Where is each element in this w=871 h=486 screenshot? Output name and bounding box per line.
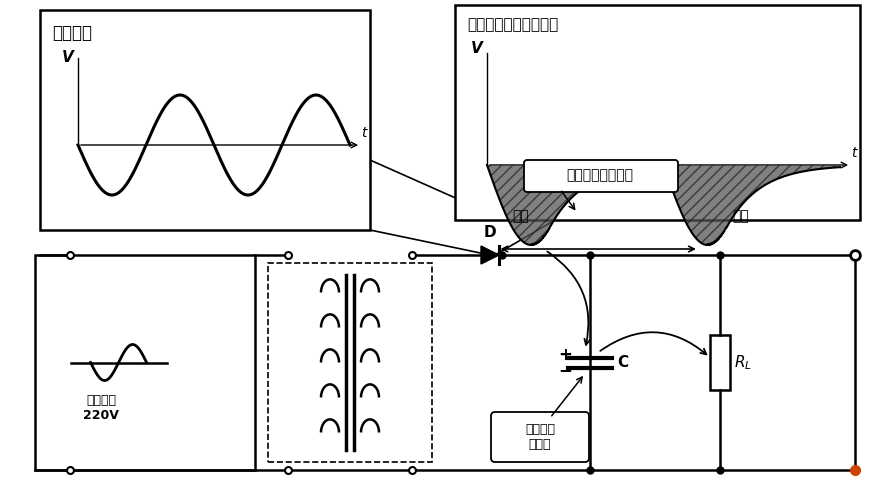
Text: 电容器的放电过程: 电容器的放电过程 <box>566 168 633 182</box>
Text: V: V <box>62 50 74 65</box>
Text: 交流输入: 交流输入 <box>52 24 92 42</box>
Text: V: V <box>471 41 483 56</box>
Bar <box>40 10 370 230</box>
Text: $R_L$: $R_L$ <box>734 353 752 372</box>
Polygon shape <box>481 246 499 264</box>
Text: 充电: 充电 <box>512 209 529 223</box>
Text: 放电: 放电 <box>732 209 749 223</box>
Bar <box>35 255 255 470</box>
Text: +: + <box>558 346 572 364</box>
Text: 直流输出（脉动变小）: 直流输出（脉动变小） <box>467 17 558 32</box>
FancyBboxPatch shape <box>524 160 678 192</box>
Bar <box>710 335 730 390</box>
Text: −: − <box>558 362 572 380</box>
FancyBboxPatch shape <box>491 412 589 462</box>
Bar <box>268 263 432 462</box>
Text: C: C <box>617 355 628 370</box>
Bar <box>455 5 860 220</box>
Text: t: t <box>361 126 367 140</box>
Text: 平滑滤波
电容器: 平滑滤波 电容器 <box>525 423 555 451</box>
Text: t: t <box>851 146 856 160</box>
Text: D: D <box>483 225 496 240</box>
Text: 交流输入
220V: 交流输入 220V <box>83 394 119 421</box>
